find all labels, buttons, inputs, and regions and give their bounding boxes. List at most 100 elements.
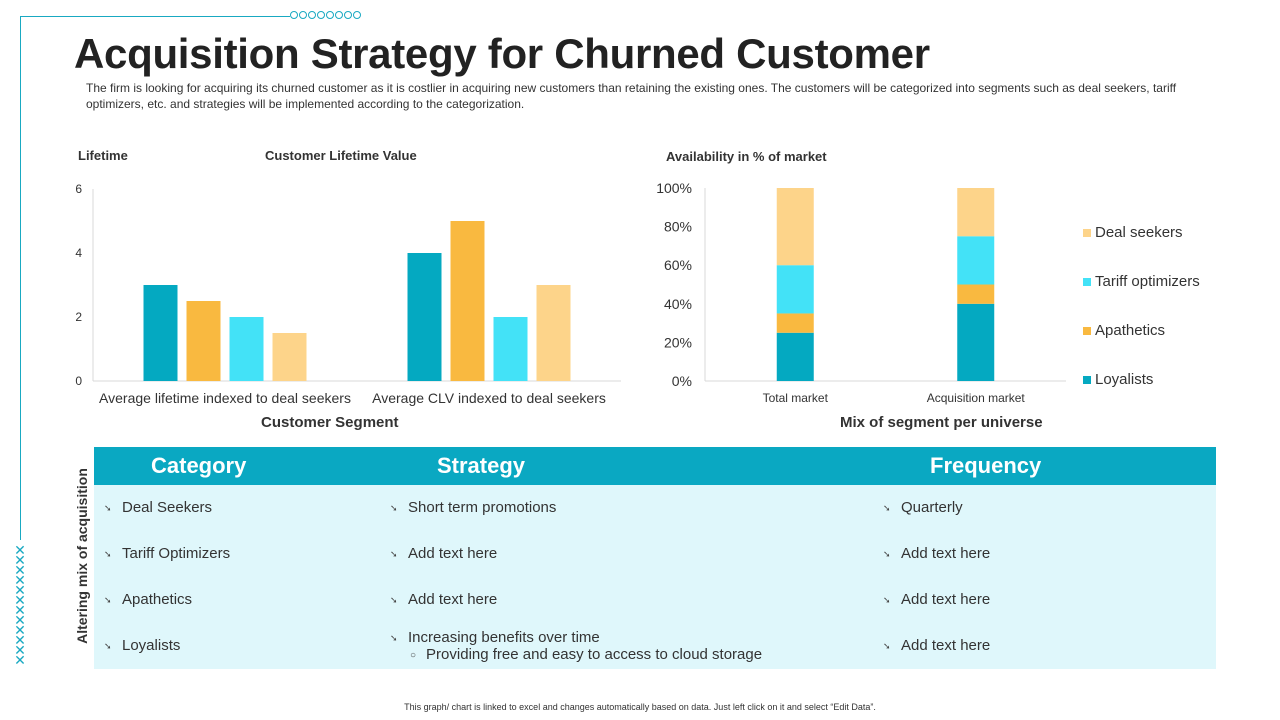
table-side-label: Altering mix of acquisition	[74, 468, 90, 644]
bar-apathetics	[450, 221, 485, 381]
table-row-3-strategy: ➘ Add text here	[390, 591, 497, 609]
x-category-label: Acquisition market	[927, 391, 1026, 405]
bullet-icon: ➘	[883, 549, 891, 559]
table-row-1-category: ➘ Deal Seekers	[104, 499, 212, 517]
y-tick-label: 4	[75, 246, 82, 260]
legend-swatch	[1083, 326, 1091, 335]
legend-swatch	[1083, 375, 1091, 384]
table-row-1-strategy: ➘ Short term promotions	[390, 499, 556, 517]
stack-segment-loyalists	[957, 303, 995, 381]
decorative-circles	[290, 11, 361, 19]
table-row-4-frequency: ➘ Add text here	[883, 637, 990, 655]
lifetime-value-bar-chart[interactable]: 0 2 4 6 Average lifetime indexed to deal see…	[60, 175, 630, 415]
table-row-4-category: ➘ Loyalists	[104, 637, 180, 655]
footer-note: This graph/ chart is linked to excel and…	[404, 702, 876, 712]
stack-segment-tariff-optimizers	[776, 265, 814, 314]
market-mix-stacked-chart[interactable]: 0% 20% 40% 60% 80% 100% Total market Acquisitio…	[640, 175, 1080, 415]
legend-label: Apathetics	[1095, 322, 1166, 339]
header-strategy: Strategy	[437, 453, 526, 478]
page-title: Acquisition Strategy for Churned Custome…	[74, 30, 930, 77]
stack-segment-tariff-optimizers	[957, 236, 995, 285]
table-row-2-frequency: ➘ Add text here	[883, 545, 990, 563]
y-tick-label: 2	[75, 310, 82, 324]
stack-segment-deal-seekers	[957, 188, 995, 237]
bullet-icon: ➘	[104, 549, 112, 559]
header-frequency: Frequency	[930, 453, 1042, 478]
bar-chart-title: Customer Lifetime Value	[265, 148, 417, 163]
legend-label: Loyalists	[1095, 371, 1154, 388]
cell-text: Providing free and easy to access to clo…	[426, 646, 763, 663]
bullet-icon: ➘	[883, 503, 891, 513]
cell-text: Add text here	[901, 637, 991, 654]
cell-text: Loyalists	[122, 637, 181, 654]
bullet-icon: ➘	[104, 503, 112, 513]
table-row-4-strategy: ➘ Increasing benefits over time ○ Provid…	[390, 629, 762, 664]
bullet-icon: ➘	[390, 633, 398, 643]
bar-loyalists	[143, 285, 178, 381]
decorative-crosses: ✕ ✕ ✕ ✕ ✕ ✕ ✕ ✕ ✕ ✕ ✕ ✕	[14, 542, 26, 668]
cell-text: Add text here	[408, 591, 498, 608]
bullet-icon: ➘	[390, 549, 398, 559]
bullet-icon: ➘	[883, 595, 891, 605]
bar-deal-seekers	[272, 333, 307, 381]
bullet-icon: ➘	[390, 503, 398, 513]
legend-item-deal-seekers: Deal seekers	[1083, 208, 1200, 257]
cell-text: Add text here	[901, 545, 991, 562]
table-row-2-strategy: ➘ Add text here	[390, 545, 497, 563]
bullet-icon: ➘	[104, 595, 112, 605]
y-tick-label: 20%	[664, 334, 692, 350]
bar-apathetics	[186, 301, 221, 381]
legend-label: Deal seekers	[1095, 224, 1183, 241]
stack-segment-deal-seekers	[776, 188, 814, 266]
bullet-icon: ➘	[104, 641, 112, 651]
stack-segment-apathetics	[776, 313, 814, 333]
legend-swatch	[1083, 228, 1091, 237]
legend-item-loyalists: Loyalists	[1083, 355, 1200, 404]
table-row-2-category: ➘ Tariff Optimizers	[104, 545, 230, 563]
circle-bullet-icon: ○	[410, 649, 417, 661]
legend-item-tariff-optimizers: Tariff optimizers	[1083, 257, 1200, 306]
stack-chart-legend: Deal seekers Tariff optimizers Apathetic…	[1083, 208, 1200, 404]
x-category-label: Total market	[763, 391, 829, 405]
cell-text: Short term promotions	[408, 499, 557, 516]
stack-chart-title: Availability in % of market	[666, 149, 827, 164]
table-row-3-frequency: ➘ Add text here	[883, 591, 990, 609]
stack-segment-apathetics	[957, 284, 995, 304]
y-tick-label: 0%	[672, 373, 692, 389]
bar-chart-ylabel: Lifetime	[78, 148, 128, 163]
legend-label: Tariff optimizers	[1095, 273, 1200, 290]
y-tick-label: 100%	[656, 180, 692, 196]
frame-top-line	[20, 16, 290, 17]
stack-segment-loyalists	[776, 332, 814, 381]
header-category: Category	[151, 453, 247, 478]
strategy-table: Category Strategy Frequency ➘ Deal Seeke…	[94, 447, 1216, 669]
y-tick-label: 0	[75, 374, 82, 388]
legend-swatch	[1083, 277, 1091, 286]
cell-text: Add text here	[901, 591, 991, 608]
sub-bullet-item: ○ Providing free and easy to access to c…	[410, 646, 762, 664]
cell-text: Increasing benefits over time	[408, 629, 600, 646]
y-tick-label: 40%	[664, 296, 692, 312]
bar-tariff-optimizers	[493, 317, 528, 381]
table-row-3-category: ➘ Apathetics	[104, 591, 192, 609]
legend-item-apathetics: Apathetics	[1083, 306, 1200, 355]
y-tick-label: 60%	[664, 257, 692, 273]
cell-text: Apathetics	[122, 591, 193, 608]
bullet-icon: ➘	[390, 595, 398, 605]
table-row-1-frequency: ➘ Quarterly	[883, 499, 963, 517]
bullet-icon: ➘	[883, 641, 891, 651]
cell-text: Quarterly	[901, 499, 963, 516]
cell-text: Add text here	[408, 545, 498, 562]
bar-tariff-optimizers	[229, 317, 264, 381]
y-tick-label: 80%	[664, 219, 692, 235]
frame-left-line	[20, 16, 21, 540]
y-tick-label: 6	[75, 182, 82, 196]
bar-loyalists	[407, 253, 442, 381]
x-category-label: Average lifetime indexed to deal seekers	[99, 390, 351, 406]
x-category-label: Average CLV indexed to deal seekers	[372, 390, 606, 406]
cell-text: Deal Seekers	[122, 499, 213, 516]
page-subtitle: The firm is looking for acquiring its ch…	[86, 81, 1177, 111]
bar-chart-xlabel: Customer Segment	[261, 414, 399, 431]
bar-deal-seekers	[536, 285, 571, 381]
stack-chart-xlabel: Mix of segment per universe	[840, 414, 1043, 431]
